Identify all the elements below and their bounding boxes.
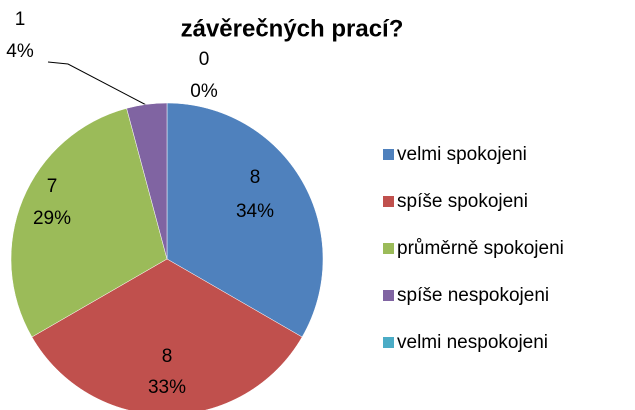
data-label: 1 (15, 9, 26, 30)
percent-label: 4% (6, 41, 34, 62)
legend-label: velmi nespokojeni (397, 332, 548, 353)
legend-swatch (383, 149, 394, 160)
pie-slice (126, 102, 168, 260)
pie-slice (166, 102, 324, 338)
data-label: 7 (47, 176, 58, 197)
chart-title: závěrečných prací? (181, 15, 404, 42)
pie-slice (31, 258, 303, 410)
legend-label: spíše nespokojeni (397, 285, 549, 306)
data-label: 8 (162, 346, 173, 367)
legend-label: velmi spokojeni (397, 144, 527, 165)
legend-swatch (383, 290, 394, 301)
percent-label: 0% (190, 81, 218, 102)
legend-swatch (383, 196, 394, 207)
data-label: 0 (199, 49, 210, 70)
legend-swatch (383, 337, 394, 348)
legend-swatch (383, 243, 394, 254)
percent-label: 33% (148, 377, 186, 398)
pie-slice (10, 108, 168, 338)
data-label: 8 (250, 167, 261, 188)
leader-line (47, 61, 153, 109)
legend-label: spíše spokojeni (397, 191, 528, 212)
percent-label: 34% (236, 201, 274, 222)
percent-label: 29% (33, 208, 71, 229)
legend-label: průměrně spokojeni (397, 238, 564, 259)
